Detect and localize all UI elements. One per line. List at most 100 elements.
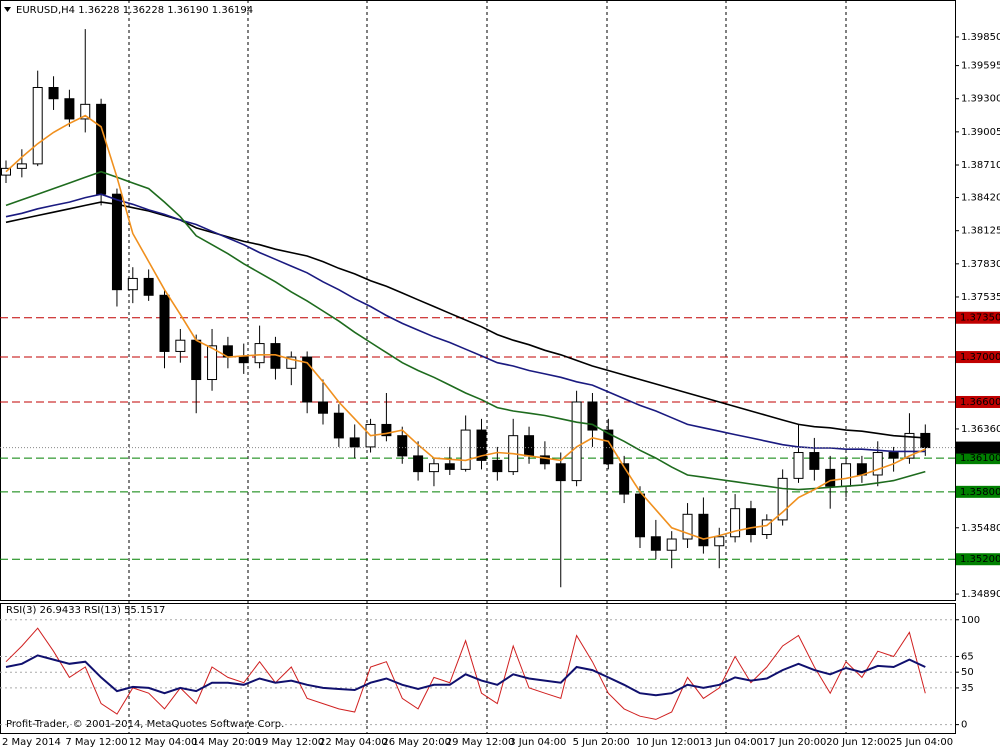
rsi-pane-border (0, 603, 956, 734)
candle-body (920, 432, 931, 449)
x-tick-label: 5 Jun 20:00 (573, 737, 630, 748)
x-tick-label: 19 May 12:00 (256, 737, 325, 748)
level-label: 1.37350 (960, 313, 1000, 324)
x-tick-label: 26 May 20:00 (382, 737, 451, 748)
y-tick-label: 1.38420 (961, 193, 1000, 204)
candle-body (238, 356, 249, 364)
x-tick-label: 29 May 12:00 (446, 737, 515, 748)
main-pane-border (0, 0, 956, 601)
rsi-title: RSI(3) 26.9433 RSI(13) 55.1517 (6, 605, 165, 616)
y-tick-label: 1.37830 (961, 259, 1000, 270)
moving-average (5, 193, 926, 453)
candle-body (1, 167, 11, 176)
moving-average (5, 201, 926, 439)
candle-body (207, 345, 218, 381)
candle-body (80, 103, 91, 120)
level-tag (956, 452, 1000, 465)
candle-body (841, 463, 852, 487)
level-tag (956, 485, 1000, 498)
level-label: 1.35200 (960, 554, 1000, 565)
candle-body (777, 477, 788, 521)
candle-body (111, 193, 122, 291)
x-tick-label: 22 May 04:00 (319, 737, 388, 748)
candle-body (761, 519, 772, 536)
y-tick-label: 1.39005 (961, 127, 1000, 138)
x-tick-label: 2 May 2014 (2, 737, 61, 748)
x-tick-label: 7 May 12:00 (65, 737, 127, 748)
candle-body (682, 513, 693, 540)
candle-body (333, 412, 344, 439)
candle-body (888, 452, 899, 459)
candle-body (444, 463, 455, 470)
candle-body (825, 468, 836, 487)
candle-body (397, 435, 408, 457)
candle-body (587, 401, 598, 431)
level-label: 1.37000 (960, 352, 1000, 363)
y-tick-label: 65 (961, 651, 974, 662)
candle-body (413, 455, 424, 473)
candle-body (904, 432, 915, 459)
y-tick-label: 1.34890 (961, 589, 1000, 600)
candle-body (666, 538, 677, 551)
moving-average (5, 114, 926, 540)
candle-body (64, 98, 75, 120)
candle-body (476, 429, 487, 461)
y-tick-label: 35 (961, 683, 974, 694)
level-label: 1.36100 (960, 453, 1000, 464)
candle-body (872, 452, 883, 476)
candle-body (127, 277, 138, 291)
y-tick-label: 100 (961, 615, 980, 626)
candle-body (730, 508, 741, 538)
y-tick-label: 1.35480 (961, 523, 1000, 534)
candle-body (286, 356, 297, 369)
y-tick-label: 1.39595 (961, 61, 1000, 72)
x-tick-label: 14 May 20:00 (192, 737, 261, 748)
candle-body (635, 493, 645, 538)
y-tick-label: 1.36360 (961, 424, 1000, 435)
x-tick-label: 25 Jun 04:00 (890, 737, 954, 748)
menu-arrow[interactable] (4, 7, 11, 12)
candle-body (539, 455, 550, 465)
moving-average (5, 170, 926, 491)
level-tag (956, 351, 1000, 364)
y-tick-label: 50 (961, 667, 974, 678)
candle-body (555, 463, 566, 482)
x-tick-label: 17 Jun 20:00 (763, 737, 827, 748)
period-separators (128, 0, 847, 733)
level-tag (956, 311, 1000, 324)
x-tick-label: 13 Jun 04:00 (699, 737, 763, 748)
y-tick-label: 1.37535 (961, 292, 1000, 303)
last-price-label: 1.36194 (960, 443, 1000, 454)
y-tick-label: 0 (961, 720, 967, 731)
candle-body (318, 401, 328, 414)
candle-body (745, 508, 756, 536)
y-tick-label: 1.38710 (961, 160, 1000, 171)
candle-body (619, 463, 630, 495)
candle-body (793, 452, 804, 479)
candle-body (96, 103, 107, 195)
candle-body (571, 401, 582, 482)
candle-body (650, 536, 661, 551)
candle-body (143, 277, 154, 296)
candle-body (159, 294, 170, 352)
last-price-tag (956, 441, 1000, 454)
y-tick-label: 1.39850 (961, 32, 1000, 43)
candle-body (809, 452, 820, 470)
candle-body (191, 339, 202, 381)
chart-title: EURUSD,H4 1.36228 1.36228 1.36190 1.3619… (16, 5, 253, 16)
level-label: 1.36600 (960, 397, 1000, 408)
candle-body (32, 86, 43, 165)
y-tick-label: 1.38125 (961, 226, 1000, 237)
candle-body (175, 339, 186, 352)
x-tick-label: 20 Jun 12:00 (826, 737, 890, 748)
candle-body (254, 343, 265, 364)
rsi-line (5, 627, 926, 720)
level-label: 1.35800 (960, 487, 1000, 498)
candle-body (698, 513, 709, 547)
level-tag (956, 395, 1000, 408)
candle-body (524, 435, 535, 457)
candle-body (460, 429, 471, 470)
